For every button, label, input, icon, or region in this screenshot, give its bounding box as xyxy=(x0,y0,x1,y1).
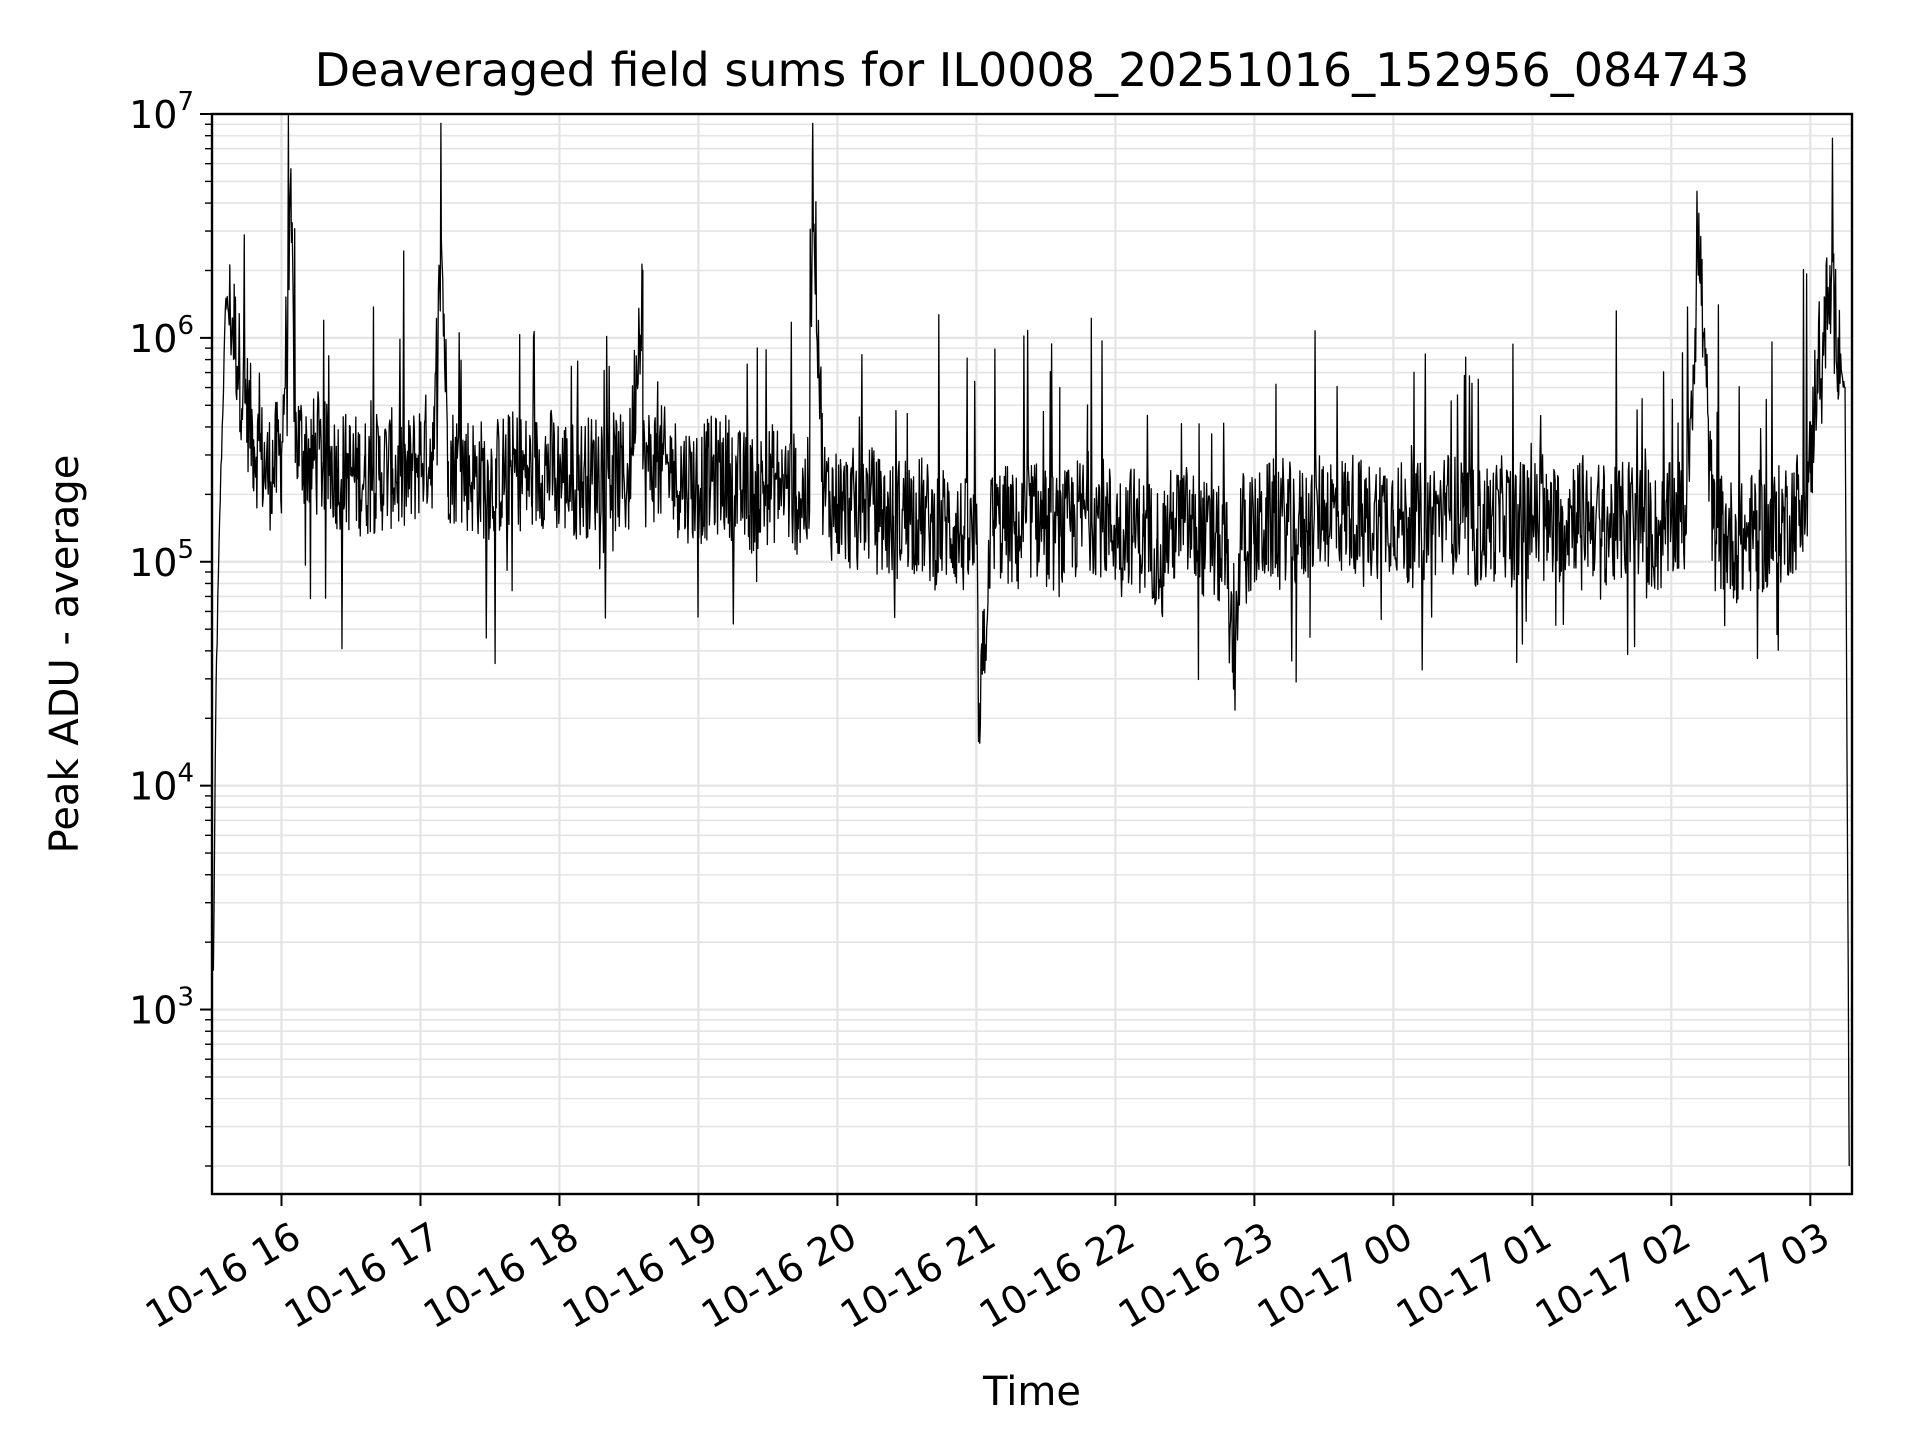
y-tick-exponent: 3 xyxy=(177,983,194,1013)
y-tick-label: 106 xyxy=(129,311,194,361)
series-line xyxy=(212,113,1850,1167)
x-axis-label: Time xyxy=(982,1369,1081,1415)
plot-frame xyxy=(210,112,1854,1196)
y-tick-label: 103 xyxy=(129,983,194,1033)
y-tick-base: 10 xyxy=(129,765,177,809)
y-tick-base: 10 xyxy=(129,93,177,137)
chart-title: Deaveraged field sums for IL0008_2025101… xyxy=(315,43,1750,97)
y-axis-label: Peak ADU - average xyxy=(42,455,88,854)
y-tick-base: 10 xyxy=(129,989,177,1033)
series-layer xyxy=(212,113,1850,1167)
y-tick-base: 10 xyxy=(129,317,177,361)
y-tick-exponent: 5 xyxy=(177,535,194,565)
y-tick-exponent: 7 xyxy=(177,87,194,117)
y-tick-label: 107 xyxy=(129,87,194,137)
grid-layer xyxy=(212,114,1852,1194)
y-tick-label: 105 xyxy=(129,535,194,585)
y-tick-exponent: 6 xyxy=(177,311,194,341)
y-tick-base: 10 xyxy=(129,541,177,585)
y-tick-exponent: 4 xyxy=(177,759,194,789)
y-tick-label: 104 xyxy=(129,759,194,809)
